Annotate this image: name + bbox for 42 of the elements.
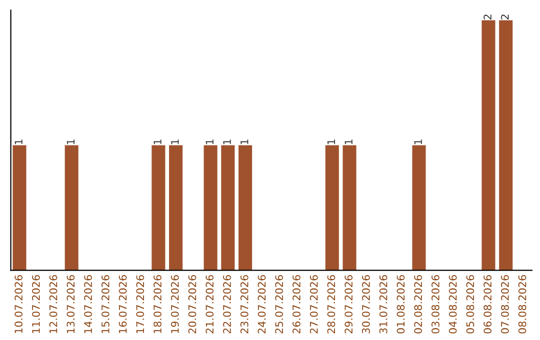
- data-label: 2: [500, 14, 509, 20]
- x-tick-label: 17.07.2026: [136, 275, 144, 333]
- data-label: 1: [327, 140, 336, 144]
- x-tick-label: 27.07.2026: [310, 275, 318, 334]
- data-label: 1: [206, 140, 214, 144]
- data-label: 1: [66, 140, 74, 144]
- x-tick-label: 03.08.2026: [432, 275, 440, 334]
- x-tick-label: 01.08.2026: [396, 275, 405, 334]
- x-tick-label: 19.07.2026: [170, 275, 179, 333]
- x-tick-label: 05.08.2026: [466, 275, 474, 334]
- x-tick-label: 13.07.2026: [66, 275, 75, 333]
- x-tick-label: 04.08.2026: [448, 275, 457, 334]
- data-label: 1: [240, 140, 248, 144]
- x-tick-label: 06.08.2026: [484, 275, 492, 334]
- x-tick-label: 16.07.2026: [118, 275, 127, 333]
- x-tick-label: 29.07.2026: [344, 275, 353, 334]
- x-tick-label: 07.08.2026: [500, 275, 509, 334]
- data-label: 1: [414, 140, 422, 144]
- data-label: 1: [171, 140, 179, 144]
- x-tick-label: 10.07.2026: [14, 275, 23, 333]
- x-tick-label: 15.07.2026: [101, 275, 110, 333]
- x-tick-label: 12.07.2026: [49, 275, 58, 333]
- x-tick-label: 31.07.2026: [379, 275, 388, 334]
- data-label: 1: [14, 140, 22, 144]
- x-tick-label: 08.08.2026: [518, 275, 526, 334]
- x-tick-label: 11.07.2026: [32, 275, 40, 333]
- data-label: 2: [484, 14, 492, 20]
- x-tick-label: 28.07.2026: [327, 275, 336, 334]
- data-label: 1: [223, 140, 231, 144]
- x-tick-label: 22.07.2026: [223, 275, 231, 334]
- x-tick-label: 21.07.2026: [206, 275, 214, 334]
- x-tick-label: 30.07.2026: [362, 275, 370, 334]
- data-label: 1: [154, 140, 162, 144]
- x-tick-label: 24.07.2026: [258, 275, 266, 334]
- data-label: 1: [344, 140, 352, 144]
- x-tick-label: 23.07.2026: [240, 275, 248, 334]
- x-tick-label: 18.07.2026: [154, 275, 162, 333]
- x-tick-label: 20.07.2026: [188, 275, 196, 334]
- x-tick-label: 26.07.2026: [292, 275, 300, 334]
- x-tick-label: 25.07.2026: [275, 275, 284, 334]
- x-tick-label: 14.07.2026: [84, 275, 92, 333]
- x-tick-label: 02.08.2026: [414, 275, 422, 334]
